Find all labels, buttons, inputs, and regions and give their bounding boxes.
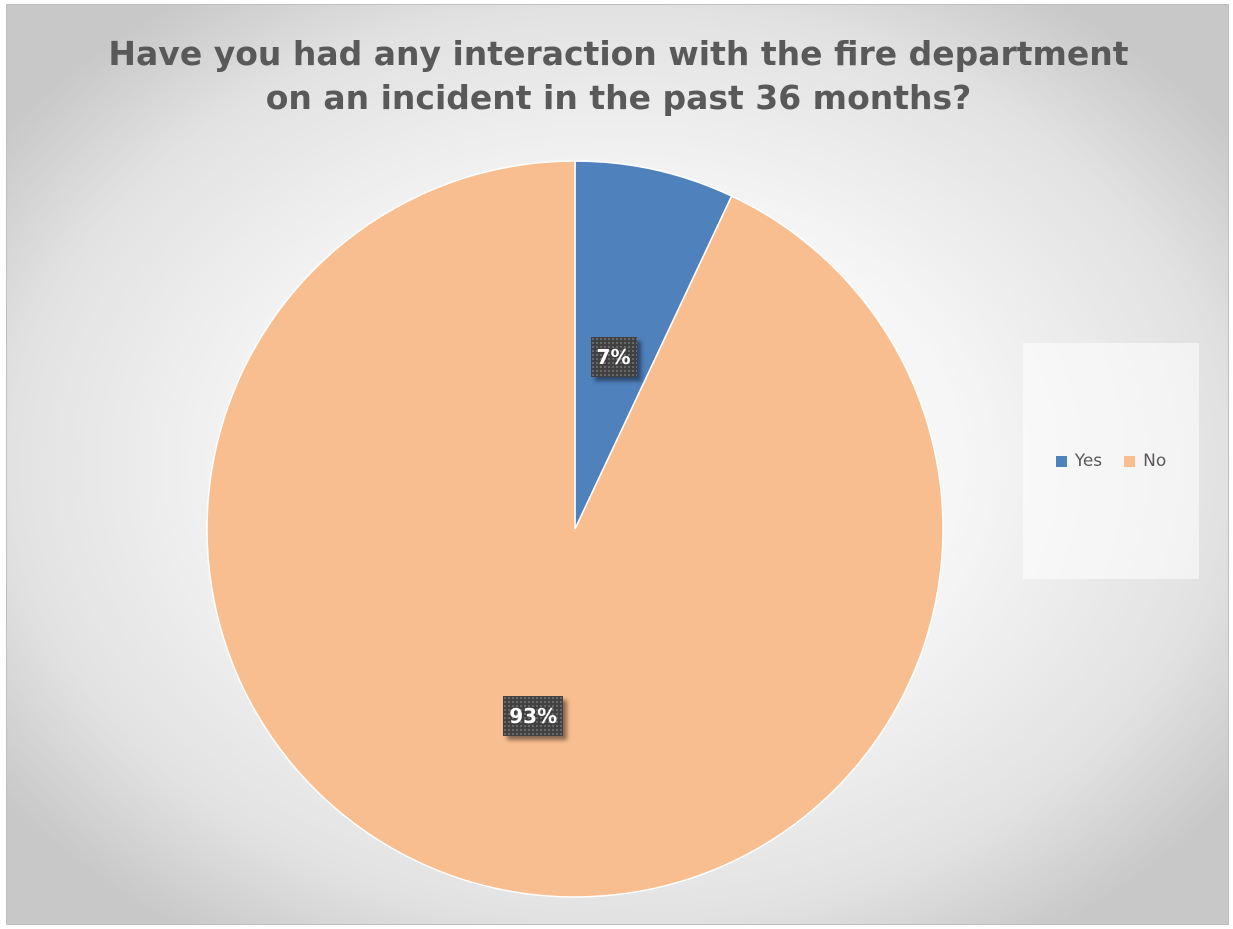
pie-slice-no [206,160,944,898]
chart-title-line-2: on an incident in the past 36 months? [265,78,972,117]
chart-area: Have you had any interaction with the fi… [6,4,1229,925]
legend-swatch-no [1124,455,1136,467]
data-label-no: 93% [503,695,564,736]
chart-title: Have you had any interaction with the fi… [7,32,1230,120]
legend-item-no: No [1124,451,1166,471]
legend-label-no: No [1143,451,1167,471]
legend-item-yes: Yes [1055,451,1103,471]
legend-swatch-yes [1055,455,1067,467]
chart-title-line-1: Have you had any interaction with the fi… [108,34,1129,73]
legend: Yes No [1023,343,1199,579]
pie-slice-yes [574,160,733,530]
pie-chart [206,160,944,898]
legend-label-yes: Yes [1074,451,1103,471]
data-label-yes: 7% [590,336,637,377]
